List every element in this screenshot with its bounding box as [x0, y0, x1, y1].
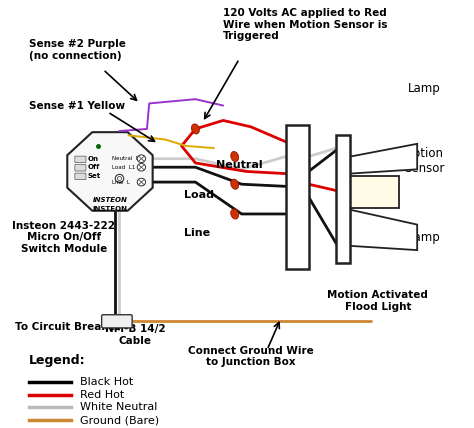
Circle shape — [137, 163, 146, 171]
Text: INSTEON: INSTEON — [92, 206, 128, 212]
Text: Legend:: Legend: — [29, 354, 86, 367]
Text: Ground (Bare): Ground (Bare) — [80, 415, 159, 425]
Polygon shape — [67, 132, 153, 211]
Text: Lamp: Lamp — [408, 231, 440, 244]
Text: Neutral  N: Neutral N — [112, 156, 140, 161]
Text: INSTEON: INSTEON — [92, 197, 128, 203]
FancyBboxPatch shape — [75, 165, 86, 171]
Text: Load  L1: Load L1 — [112, 165, 136, 170]
FancyBboxPatch shape — [101, 315, 132, 328]
Text: Insteon 2443-222
Micro On/Off
Switch Module: Insteon 2443-222 Micro On/Off Switch Mod… — [12, 221, 115, 254]
FancyBboxPatch shape — [75, 156, 86, 163]
Ellipse shape — [191, 124, 200, 134]
Circle shape — [137, 178, 146, 186]
Text: Line: Line — [184, 228, 210, 238]
Text: Motion
Sensor: Motion Sensor — [404, 147, 444, 175]
Polygon shape — [350, 144, 417, 174]
Text: Red Hot: Red Hot — [80, 389, 124, 400]
Ellipse shape — [231, 179, 238, 189]
Text: Set: Set — [88, 173, 101, 179]
Text: Neutral: Neutral — [216, 160, 263, 170]
Text: Connect Ground Wire
to Junction Box: Connect Ground Wire to Junction Box — [188, 345, 314, 367]
Text: Sense #1 Yellow: Sense #1 Yellow — [29, 101, 125, 110]
Text: Off: Off — [88, 164, 100, 170]
Text: NM-B 14/2
Cable: NM-B 14/2 Cable — [105, 324, 166, 346]
Text: Lamp: Lamp — [408, 82, 440, 95]
Text: Motion Activated
Flood Light: Motion Activated Flood Light — [328, 290, 428, 312]
Ellipse shape — [231, 152, 238, 162]
Text: Line  L: Line L — [112, 180, 130, 184]
Text: Load: Load — [184, 190, 214, 200]
Text: To Circuit Breaker: To Circuit Breaker — [15, 321, 121, 332]
FancyBboxPatch shape — [75, 173, 86, 179]
Ellipse shape — [231, 209, 238, 219]
FancyBboxPatch shape — [350, 176, 399, 208]
Circle shape — [137, 155, 146, 163]
Text: 120 Volts AC applied to Red
Wire when Motion Sensor is
Triggered: 120 Volts AC applied to Red Wire when Mo… — [223, 8, 388, 42]
Text: Black Hot: Black Hot — [80, 377, 133, 387]
Text: Sense #2 Purple
(no connection): Sense #2 Purple (no connection) — [29, 39, 126, 61]
Text: On: On — [88, 156, 99, 162]
FancyBboxPatch shape — [285, 125, 309, 269]
Text: White Neutral: White Neutral — [80, 402, 157, 413]
Polygon shape — [350, 210, 417, 250]
FancyBboxPatch shape — [337, 135, 350, 263]
